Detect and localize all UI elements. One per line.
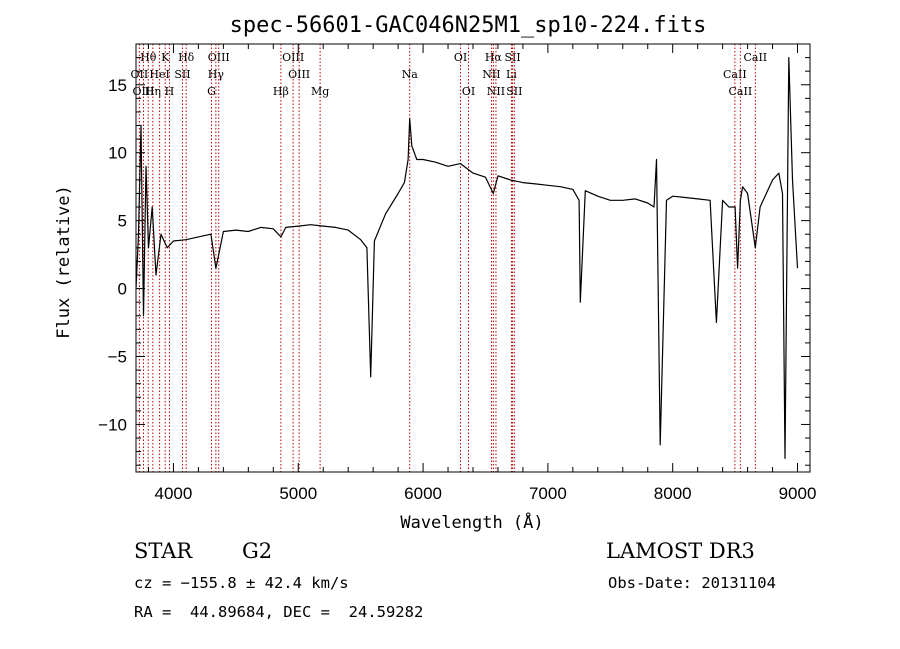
line-label-18: OI: [462, 85, 475, 98]
x-tick-label-4: 8000: [654, 484, 692, 503]
line-label-22: Li: [506, 68, 517, 81]
line-label-5: Hη: [145, 85, 161, 98]
y-tick-label-0: −10: [98, 415, 127, 434]
y-tick-label-4: 10: [108, 144, 127, 163]
line-label-25: CaII: [743, 51, 767, 64]
x-tick-label-0: 4000: [155, 484, 193, 503]
y-tick-label-1: −5: [108, 348, 127, 367]
line-label-19: Hα: [485, 51, 503, 64]
y-tick-label-2: 0: [118, 280, 127, 299]
obs-date: Obs-Date: 20131104: [608, 574, 776, 592]
plot-area: [135, 56, 799, 459]
line-label-9: OIII: [208, 51, 230, 64]
line-label-4: HeI: [149, 68, 169, 81]
object-subclass: G2: [242, 539, 273, 563]
line-label-17: OI: [454, 51, 467, 64]
line-label-16: Na: [402, 68, 419, 81]
x-axis: 4000 5000 6000 7000 8000 9000: [147, 44, 817, 503]
line-label-21: NII: [482, 68, 500, 81]
x-tick-label-5: 9000: [779, 484, 817, 503]
line-label-14: OIII: [288, 68, 310, 81]
line-label-1: OII: [131, 68, 149, 81]
line-label-8: Hδ: [178, 51, 195, 64]
line-label-3: K: [161, 51, 170, 64]
line-label-10: Hγ: [208, 68, 225, 81]
line-label-27: CaII: [729, 85, 753, 98]
survey-name: LAMOST DR3: [606, 539, 755, 563]
line-label-7: H: [165, 85, 175, 98]
line-label-24: SII: [506, 85, 522, 98]
line-label-6: SII: [174, 68, 190, 81]
x-tick-label-1: 5000: [279, 484, 317, 503]
line-label-23: NII: [487, 85, 505, 98]
line-label-0: Hθ: [140, 51, 157, 64]
x-tick-label-2: 6000: [404, 484, 442, 503]
line-label-12: Hβ: [273, 85, 289, 98]
object-class: STAR: [134, 539, 193, 563]
series-line-0: [135, 56, 799, 459]
x-tick-label-3: 7000: [529, 484, 567, 503]
chart-title: spec-56601-GAC046N25M1_sp10-224.fits: [230, 13, 707, 38]
line-label-11: G: [207, 85, 216, 98]
line-label-15: Mg: [311, 85, 329, 98]
x-axis-title: Wavelength (Å): [400, 511, 543, 533]
velocity-readout: cz = −155.8 ± 42.4 km/s: [134, 574, 349, 592]
y-tick-label-3: 5: [118, 212, 127, 231]
line-label-13: OIII: [282, 51, 304, 64]
line-label-26: CaII: [723, 68, 747, 81]
plot-frame: [135, 43, 811, 473]
y-axis-title: Flux (relative): [54, 185, 74, 339]
y-tick-label-5: 15: [108, 76, 127, 95]
line-label-2: OIII: [132, 85, 154, 98]
y-axis: −10 −5 0 5 10 15: [98, 57, 810, 466]
line-label-20: SII: [504, 51, 520, 64]
coordinates-readout: RA = 44.89684, DEC = 24.59282: [134, 603, 424, 621]
